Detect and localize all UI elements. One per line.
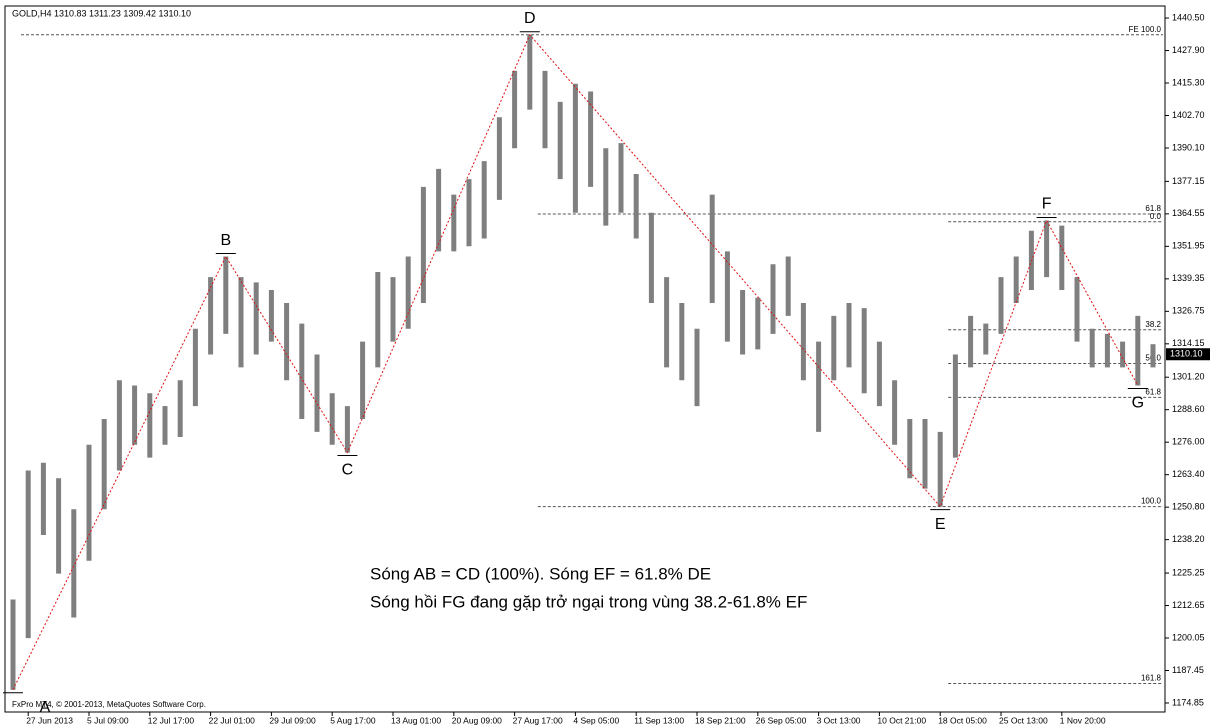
x-tick-label: 27 Aug 17:00: [513, 715, 563, 725]
y-tick-label: 1301.20: [1172, 372, 1205, 382]
x-tick-label: 3 Oct 13:00: [817, 715, 861, 725]
x-tick-label: 18 Sep 21:00: [695, 715, 746, 725]
annotation: Sóng hồi FG đang gặp trở ngại trong vùng…: [370, 592, 807, 611]
fib-level-label: 61.8: [1145, 204, 1161, 213]
x-tick-label: 20 Aug 09:00: [452, 715, 502, 725]
y-tick-label: 1351.95: [1172, 241, 1205, 251]
wave-line: [12, 33, 1139, 690]
x-tick-label: 18 Oct 05:00: [938, 715, 987, 725]
footer: FxPro MT4, © 2001-2013, MetaQuotes Softw…: [12, 700, 206, 709]
x-tick-label: 10 Oct 21:00: [877, 715, 926, 725]
y-tick-label: 1212.65: [1172, 600, 1205, 610]
y-tick-label: 1263.40: [1172, 469, 1205, 479]
chart-title: GOLD,H4 1310.83 1311.23 1309.42 1310.10: [12, 8, 191, 18]
x-tick-label: 26 Sep 05:00: [756, 715, 807, 725]
y-tick-label: 1225.25: [1172, 567, 1205, 577]
y-tick-label: 1415.30: [1172, 77, 1205, 87]
x-tick-label: 4 Sep 05:00: [573, 715, 619, 725]
wave-label: F: [1042, 196, 1052, 213]
last-price-label: 1310.10: [1170, 349, 1203, 359]
fib-level-label: 161.8: [1141, 674, 1162, 683]
x-tick-label: 27 Jun 2013: [26, 715, 73, 725]
x-tick-label: 11 Sep 13:00: [634, 715, 684, 725]
y-tick-label: 1326.75: [1172, 306, 1205, 316]
wave-label: C: [342, 462, 354, 479]
y-tick-label: 1402.70: [1172, 110, 1205, 120]
x-tick-label: 29 Jul 09:00: [269, 715, 316, 725]
y-tick-label: 1250.80: [1172, 502, 1205, 512]
fib-level-label: 61.8: [1145, 387, 1161, 396]
y-tick-label: 1339.35: [1172, 273, 1205, 283]
wave-label: D: [524, 10, 536, 27]
y-tick-label: 1427.90: [1172, 45, 1205, 55]
y-tick-label: 1276.00: [1172, 437, 1205, 447]
wave-label: B: [220, 232, 231, 249]
y-tick-label: 1364.55: [1172, 208, 1205, 218]
x-tick-label: 13 Aug 01:00: [391, 715, 441, 725]
annotation: Sóng AB = CD (100%). Sóng EF = 61.8% DE: [370, 564, 711, 583]
x-tick-label: 5 Aug 17:00: [330, 715, 376, 725]
x-tick-label: 22 Jul 01:00: [209, 715, 256, 725]
wave-label: G: [1132, 395, 1144, 412]
y-tick-label: 1314.15: [1172, 338, 1205, 348]
fib-level-label: 0.0: [1150, 212, 1162, 221]
y-tick-label: 1288.60: [1172, 404, 1205, 414]
last-price-box: [1166, 348, 1210, 361]
y-tick-label: 1187.45: [1172, 665, 1204, 675]
x-tick-label: 12 Jul 17:00: [148, 715, 195, 725]
x-tick-label: 25 Oct 13:00: [999, 715, 1048, 725]
y-tick-label: 1174.85: [1172, 697, 1204, 707]
wave-label: A: [40, 699, 51, 716]
x-tick-label: 5 Jul 09:00: [87, 715, 129, 725]
y-tick-label: 1390.10: [1172, 142, 1205, 152]
fib-level-label: 38.2: [1145, 320, 1161, 329]
fib-level-label: FE 100.0: [1129, 25, 1162, 34]
fib-level-label: 100.0: [1141, 497, 1162, 506]
wave-label: E: [935, 516, 946, 533]
y-tick-label: 1200.05: [1172, 632, 1205, 642]
y-tick-label: 1377.15: [1172, 176, 1205, 186]
y-tick-label: 1440.50: [1172, 12, 1205, 22]
y-tick-label: 1238.20: [1172, 534, 1205, 544]
x-tick-label: 1 Nov 20:00: [1060, 715, 1106, 725]
